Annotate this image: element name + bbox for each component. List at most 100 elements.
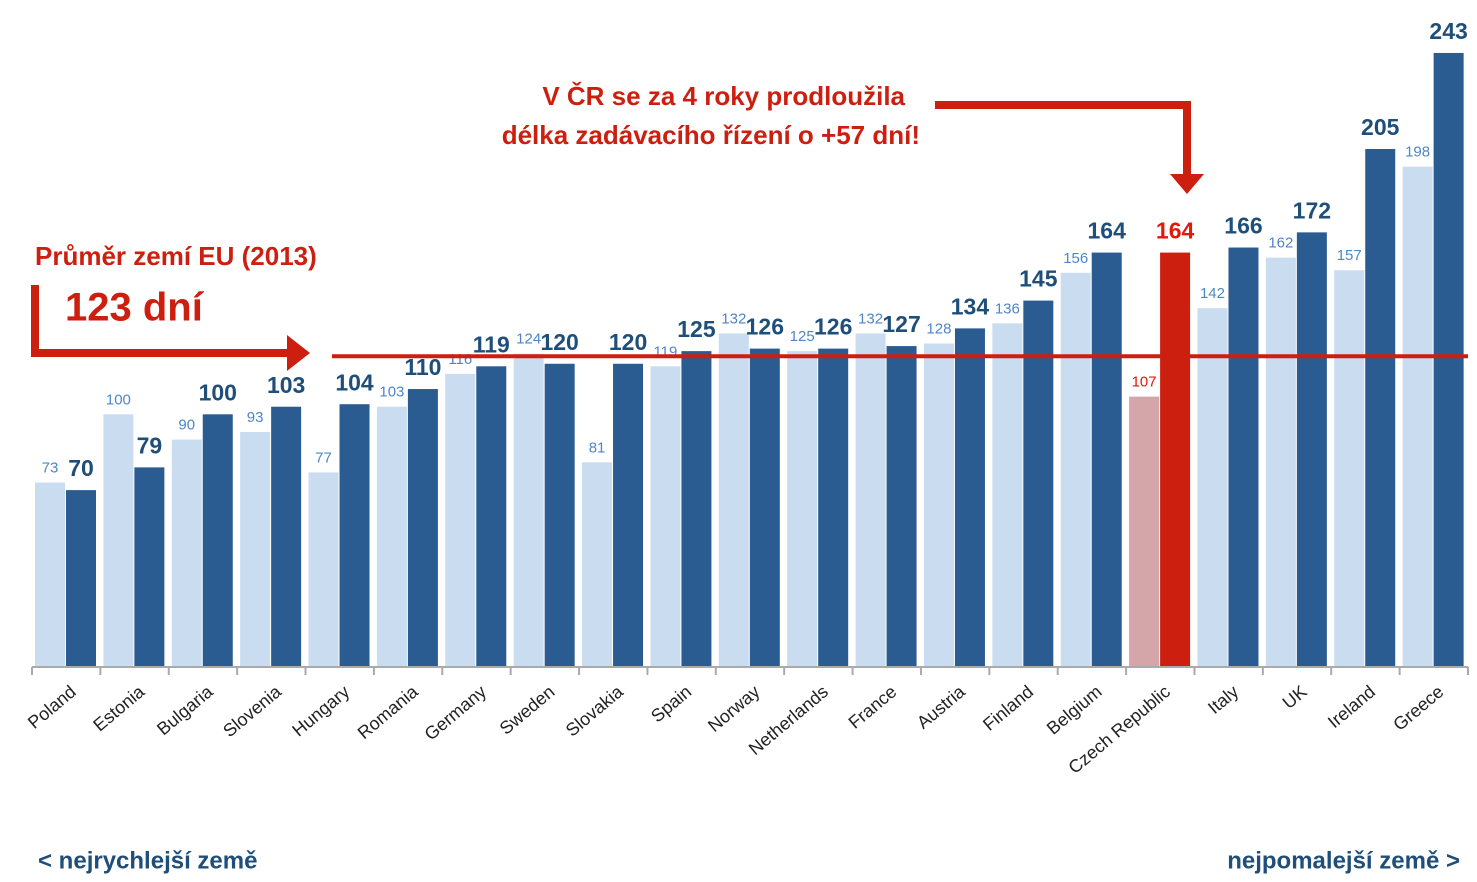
bar <box>476 366 507 667</box>
bar <box>886 346 917 667</box>
value-label: 136 <box>995 300 1020 317</box>
value-label: 124 <box>516 331 541 348</box>
bar <box>66 490 96 667</box>
value-label: 120 <box>540 329 578 355</box>
x-tick-label: France <box>845 681 901 732</box>
bar <box>1402 166 1433 667</box>
value-label: 142 <box>1200 285 1225 302</box>
bar <box>718 333 749 667</box>
x-tick-label: Romania <box>354 681 423 743</box>
value-label: 100 <box>106 391 131 408</box>
value-label: 132 <box>721 310 746 327</box>
bar <box>1365 148 1396 667</box>
arrow-left <box>31 285 310 371</box>
value-label: 77 <box>315 449 332 466</box>
bar <box>1334 270 1365 667</box>
x-tick-label: Bulgaria <box>153 681 217 739</box>
bar <box>271 406 302 667</box>
value-label: 156 <box>1063 250 1088 267</box>
value-label: 103 <box>379 384 404 401</box>
value-label: 134 <box>951 293 990 319</box>
bar <box>1023 300 1054 667</box>
value-label: 119 <box>473 331 510 357</box>
value-label: 125 <box>790 328 815 345</box>
value-label: 205 <box>1361 114 1400 140</box>
bar <box>1160 252 1191 668</box>
bar <box>240 431 271 667</box>
footer-right: nejpomalejší země > <box>1227 847 1460 874</box>
bar <box>1060 272 1091 667</box>
bar <box>1129 396 1160 667</box>
x-tick-label: Austria <box>913 681 970 733</box>
value-label: 81 <box>589 439 606 456</box>
x-tick-label: Germany <box>421 681 491 744</box>
bar <box>582 462 613 667</box>
bar <box>544 363 575 667</box>
x-tick-label: Finland <box>979 681 1037 734</box>
x-tick-label: Slovakia <box>562 681 628 741</box>
value-label: 90 <box>178 417 195 434</box>
x-tick-label: Spain <box>647 681 695 726</box>
value-label: 126 <box>814 314 852 340</box>
bar <box>35 482 65 667</box>
x-tick-label: Hungary <box>288 681 353 740</box>
x-tick-label: Ireland <box>1324 681 1379 732</box>
bar <box>171 439 202 667</box>
bar <box>650 366 681 667</box>
bar <box>134 467 165 667</box>
value-label: 120 <box>609 329 647 355</box>
bar <box>818 348 849 667</box>
value-label: 73 <box>42 460 59 477</box>
bar <box>923 343 954 667</box>
arrow-top <box>935 101 1204 194</box>
value-label: 172 <box>1293 197 1331 223</box>
value-label: 125 <box>677 316 716 342</box>
value-label: 198 <box>1405 144 1430 161</box>
value-label: 79 <box>137 432 163 458</box>
bar <box>787 351 818 667</box>
bar <box>855 333 886 667</box>
value-label: 164 <box>1088 218 1127 244</box>
value-label: 127 <box>882 311 920 337</box>
reference-label: 123 dní <box>65 286 205 330</box>
value-label: 100 <box>199 379 237 405</box>
x-tick-label: Sweden <box>496 681 559 738</box>
value-label: 164 <box>1156 218 1195 244</box>
bar <box>376 406 407 667</box>
footer-left: < nejrychlejší země <box>38 847 257 874</box>
bar <box>1296 232 1327 667</box>
x-tick-label: Poland <box>24 681 80 732</box>
x-tick-label: UK <box>1279 681 1311 712</box>
value-label: 243 <box>1429 18 1467 44</box>
bar <box>992 323 1023 667</box>
value-label: 107 <box>1132 374 1157 391</box>
x-tick-label: Estonia <box>89 681 149 736</box>
x-tick-label: Slovenia <box>219 681 286 741</box>
bar <box>1265 257 1296 667</box>
value-label: 166 <box>1224 213 1262 239</box>
bar <box>681 351 712 667</box>
bar <box>103 414 134 667</box>
value-label: 126 <box>746 314 784 340</box>
value-label: 93 <box>247 409 264 426</box>
x-tick-label: Italy <box>1204 681 1242 718</box>
annotation: V ČR se za 4 roky prodloužila <box>542 81 905 111</box>
x-tick-label: Greece <box>1389 681 1447 734</box>
value-label: 132 <box>858 310 883 327</box>
value-label: 162 <box>1268 235 1293 252</box>
bar <box>1228 247 1259 667</box>
x-tick-label: Belgium <box>1043 681 1106 738</box>
bar <box>513 353 544 667</box>
x-tick-label: Norway <box>704 681 764 736</box>
bar <box>407 389 438 667</box>
bar <box>954 328 985 667</box>
reference-name: Průměr zemí EU (2013) <box>35 241 317 271</box>
bar <box>445 373 476 667</box>
annotation: délka zadávacího řízení o +57 dní! <box>502 120 920 150</box>
bar <box>1091 252 1122 668</box>
value-label: 103 <box>267 372 305 398</box>
bar <box>202 414 233 667</box>
bar <box>1197 308 1228 667</box>
value-label: 104 <box>335 369 374 395</box>
